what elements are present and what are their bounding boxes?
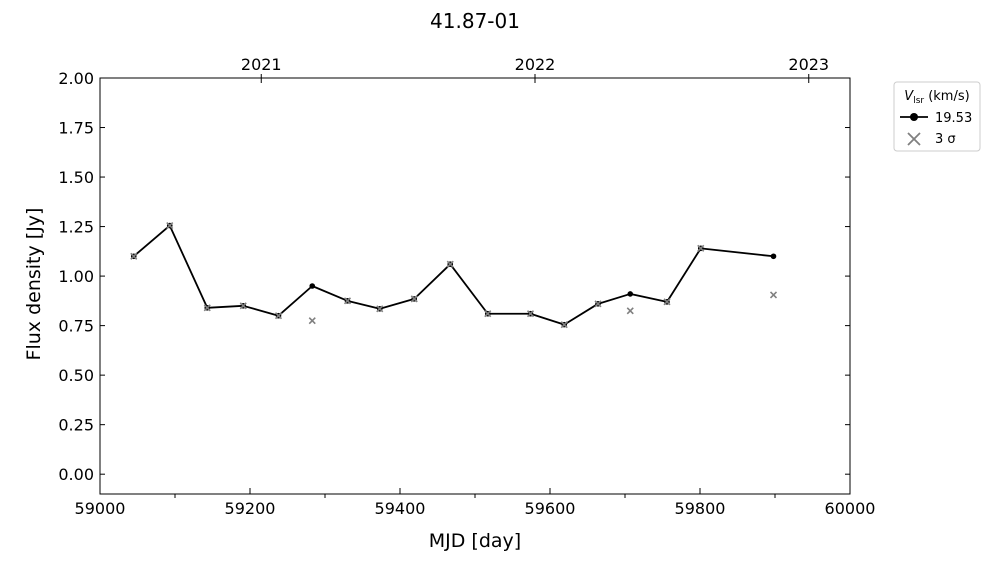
x-axis-label: MJD [day]: [429, 530, 521, 552]
sigma-marker: [560, 321, 568, 329]
sigma-marker: [594, 300, 602, 308]
legend-title-main: V: [904, 89, 914, 104]
legend-title-sub: lsr: [913, 96, 924, 106]
sigma-marker: [376, 305, 384, 313]
x-tick-label: 59000: [75, 499, 126, 518]
data-point: [627, 291, 634, 297]
series-line: [133, 224, 774, 326]
chart-marks: [130, 222, 778, 329]
x-tick-label: 60000: [825, 499, 876, 518]
legend-box: [893, 81, 981, 152]
x-tick-label: 59600: [525, 499, 576, 518]
y-tick-label: 1.00: [58, 267, 94, 286]
sigma-marker: [446, 260, 454, 268]
top-tick-label: 2023: [788, 55, 829, 74]
legend-title-unit: (km/s): [924, 89, 970, 104]
legend-circle-swatch: [910, 113, 918, 121]
y-tick-label: 0.75: [58, 317, 94, 336]
legend: Vlsr (km/s) 19.53 3 σ: [893, 81, 981, 152]
sigma-marker: [697, 244, 705, 252]
x-tick-label: 59200: [225, 499, 276, 518]
x-tick-label: 59400: [375, 499, 426, 518]
x-axis: 59000 59200 59400 59600 59800 60000: [75, 488, 876, 518]
top-year-axis: 2021 2022 2023: [241, 55, 829, 83]
y-tick-label: 1.75: [58, 119, 94, 138]
sigma-marker: [626, 307, 634, 315]
y-tick-label: 2.00: [58, 69, 94, 88]
sigma-marker: [203, 304, 211, 312]
data-point: [309, 283, 316, 289]
y-tick-label: 1.50: [58, 168, 94, 187]
legend-title: Vlsr (km/s): [904, 89, 969, 106]
legend-entry-sigma: 3 σ: [935, 132, 956, 147]
sigma-marker: [239, 302, 247, 310]
chart-title: 41.87-01: [430, 9, 520, 33]
y-tick-label: 0.00: [58, 465, 94, 484]
plot-frame: [99, 77, 851, 495]
legend-entry-series: 19.53: [935, 111, 972, 126]
x-tick-label: 59800: [675, 499, 726, 518]
sigma-marker: [484, 310, 492, 318]
sigma-marker: [343, 297, 352, 305]
y-tick-label: 0.50: [58, 366, 94, 385]
sigma-marker: [130, 252, 138, 260]
sigma-marker: [769, 291, 778, 299]
sigma-marker: [166, 222, 174, 230]
y-tick-label: 0.25: [58, 416, 94, 435]
sigma-marker: [274, 312, 283, 320]
sigma-marker: [308, 317, 316, 325]
top-tick-label: 2021: [241, 55, 282, 74]
sigma-marker: [410, 295, 418, 303]
data-point: [770, 253, 777, 260]
y-axis-label: Flux density [Jy]: [23, 208, 45, 361]
y-axis: 0.00 0.25 0.50 0.75 1.00 1.25 1.50 1.75 2.00: [58, 69, 850, 484]
top-tick-label: 2022: [515, 55, 556, 74]
y-tick-label: 1.25: [58, 218, 94, 237]
sigma-marker: [526, 310, 535, 318]
legend-x-swatch: [907, 132, 921, 146]
sigma-marker: [663, 298, 671, 306]
